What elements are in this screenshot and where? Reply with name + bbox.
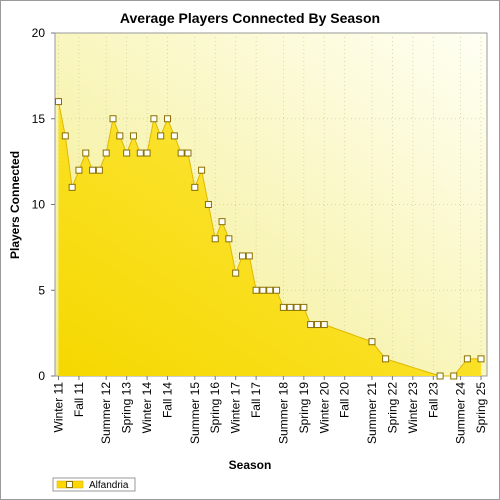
x-tick-label: Spring 25 bbox=[474, 382, 488, 434]
x-tick-label: Summer 18 bbox=[276, 382, 290, 444]
data-point bbox=[136, 149, 144, 157]
data-point bbox=[95, 166, 103, 174]
data-point bbox=[75, 166, 83, 174]
y-tick-label: 15 bbox=[32, 112, 46, 126]
x-axis-ticks: Winter 11 Fall 11 Summer 12 Spring 13 Winter… bbox=[52, 376, 488, 444]
data-point bbox=[218, 218, 226, 226]
y-tick-label: 5 bbox=[38, 283, 45, 297]
x-tick-label: Winter 17 bbox=[229, 382, 243, 434]
x-tick-label: Summer 15 bbox=[188, 382, 202, 444]
data-point bbox=[211, 235, 219, 243]
data-point bbox=[177, 149, 185, 157]
data-point bbox=[150, 115, 158, 123]
data-point bbox=[307, 321, 315, 329]
x-axis-title: Season bbox=[229, 458, 272, 472]
y-tick-label: 0 bbox=[38, 369, 45, 383]
data-point bbox=[245, 252, 253, 260]
data-point bbox=[170, 132, 178, 140]
x-tick-label: Summer 21 bbox=[365, 382, 379, 444]
x-tick-label: Winter 20 bbox=[317, 382, 331, 434]
data-point bbox=[191, 183, 199, 191]
x-tick-label: Fall 14 bbox=[161, 382, 175, 418]
data-point bbox=[129, 132, 137, 140]
data-point bbox=[116, 132, 124, 140]
x-tick-label: Winter 14 bbox=[140, 382, 154, 434]
legend-marker bbox=[66, 481, 73, 488]
data-point bbox=[279, 303, 287, 311]
data-point bbox=[204, 201, 212, 208]
x-tick-label: Winter 11 bbox=[52, 382, 66, 433]
data-point bbox=[273, 286, 281, 294]
data-point bbox=[463, 355, 471, 363]
series-markers bbox=[55, 98, 485, 380]
data-point bbox=[368, 338, 376, 346]
data-point bbox=[382, 355, 390, 363]
data-point bbox=[55, 98, 62, 106]
data-point bbox=[198, 166, 206, 174]
data-point bbox=[252, 286, 260, 294]
data-point bbox=[450, 372, 458, 380]
data-point bbox=[477, 355, 485, 363]
x-tick-label: Fall 17 bbox=[249, 382, 263, 418]
data-point bbox=[300, 303, 308, 311]
data-point bbox=[157, 132, 165, 140]
data-point bbox=[293, 303, 301, 311]
x-tick-label: Fall 20 bbox=[338, 382, 352, 418]
data-point bbox=[184, 149, 192, 157]
x-tick-label: Fall 23 bbox=[426, 382, 440, 418]
data-point bbox=[266, 286, 274, 294]
data-point bbox=[320, 321, 328, 329]
x-tick-label: Fall 11 bbox=[72, 382, 86, 417]
legend-label: Alfandria bbox=[89, 480, 129, 491]
x-tick-label: Spring 16 bbox=[208, 382, 222, 434]
data-point bbox=[436, 372, 444, 380]
data-point bbox=[164, 115, 172, 123]
data-point bbox=[123, 149, 131, 157]
y-tick-label: 10 bbox=[32, 198, 46, 212]
data-point bbox=[68, 183, 76, 191]
y-axis-ticks: 0 5 10 15 20 bbox=[32, 26, 55, 383]
chart-title: Average Players Connected By Season bbox=[120, 10, 380, 26]
data-point bbox=[89, 166, 97, 174]
data-point bbox=[238, 252, 246, 260]
series-area-fill bbox=[58, 101, 481, 376]
data-point bbox=[82, 149, 90, 157]
data-point bbox=[109, 115, 117, 123]
y-axis-title: Players Connected bbox=[8, 151, 22, 259]
data-point bbox=[313, 321, 321, 329]
x-tick-label: Spring 22 bbox=[385, 382, 399, 434]
data-point bbox=[61, 132, 69, 140]
data-point bbox=[143, 149, 151, 157]
data-point bbox=[232, 269, 240, 277]
x-tick-label: Spring 13 bbox=[120, 382, 134, 434]
data-point bbox=[102, 149, 110, 157]
data-point bbox=[225, 235, 233, 243]
y-tick-label: 20 bbox=[32, 26, 46, 40]
data-point bbox=[259, 286, 267, 294]
x-tick-label: Summer 12 bbox=[99, 382, 113, 444]
x-tick-label: Spring 19 bbox=[297, 382, 311, 434]
data-point bbox=[286, 303, 294, 311]
legend: Alfandria bbox=[52, 477, 136, 492]
x-tick-label: Summer 24 bbox=[454, 382, 468, 444]
x-tick-label: Winter 23 bbox=[406, 382, 420, 434]
